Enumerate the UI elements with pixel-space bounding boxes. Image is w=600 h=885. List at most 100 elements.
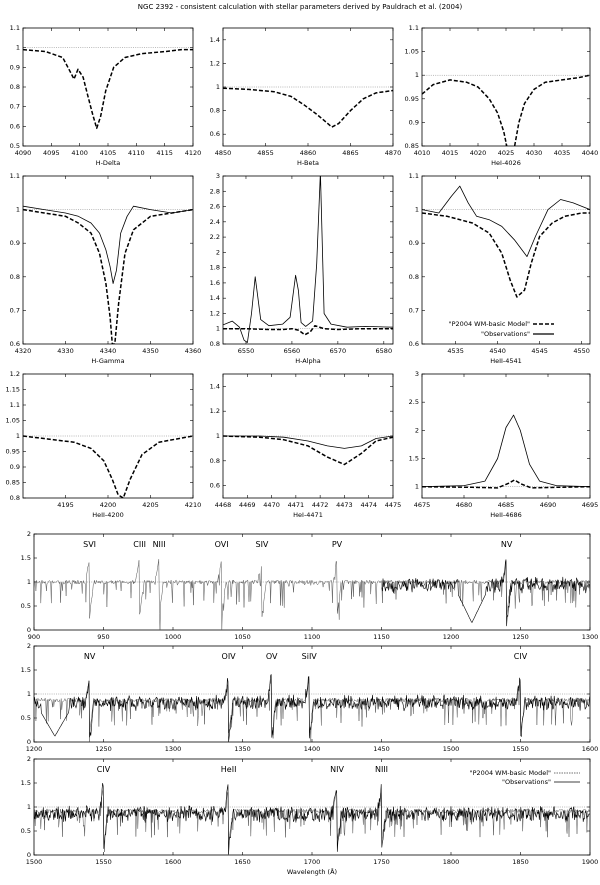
y-tick-label: 0.5	[21, 602, 31, 610]
y-tick-label: 1.4	[210, 36, 220, 44]
y-tick-label: 0.95	[405, 95, 419, 103]
spectrum-panel-2: 0.6 0.8 1 1.2 1.4 4850 4855 4860 4865 4870 H-Beta	[210, 27, 401, 167]
x-tick-label: 1000	[165, 633, 182, 641]
x-tick-label: 4120	[185, 149, 202, 157]
plot-frame	[22, 373, 194, 499]
line-id-label: NV	[501, 540, 513, 549]
line-id-label: SVI	[83, 540, 96, 549]
x-tick-label: 1900	[582, 858, 599, 866]
observation-line	[223, 176, 393, 343]
x-tick-label: 4540	[489, 347, 506, 355]
y-tick-label: 0.6	[10, 340, 20, 348]
y-tick-label: 1.1	[10, 401, 20, 409]
x-tick-label: 4865	[342, 149, 359, 157]
y-tick-label: 0.5	[21, 714, 31, 722]
y-tick-label: 3	[415, 370, 419, 378]
y-tick-label: 0.5	[10, 142, 20, 150]
y-tick-label: 1.5	[21, 779, 31, 787]
observation-line	[34, 674, 590, 742]
legend-obs-label: "Observations"	[481, 330, 530, 338]
x-tick-label: 4360	[185, 347, 202, 355]
y-tick-label: 1.2	[210, 309, 220, 317]
spectrum-panel-8: 0.6 0.8 1 1.2 1.4 4468 4469 4470 4471 4472 4473 447…	[210, 373, 401, 519]
legend-obs-label-uv: "Observations"	[502, 778, 551, 786]
y-tick-label: 1.1	[10, 24, 20, 32]
y-tick-label: 0.9	[10, 463, 20, 471]
y-tick-label: 1	[16, 432, 20, 440]
line-id-label: CIV	[97, 765, 111, 774]
y-tick-label: 1.5	[21, 666, 31, 674]
x-tick-label: 4100	[71, 149, 88, 157]
x-tick-label: 4040	[582, 149, 599, 157]
x-tick-label: 4115	[156, 149, 173, 157]
x-tick-label: 1100	[304, 633, 321, 641]
model-line	[23, 435, 193, 498]
y-tick-label: 1.1	[10, 172, 20, 180]
spectrum-panel-11: 0 0.5 1 1.5 2 1200 1250 1300 1350 1400 1450 1500 155…	[21, 642, 599, 753]
x-axis-label: HeI-4026	[491, 159, 521, 167]
x-tick-label: 900	[28, 633, 40, 641]
x-tick-label: 950	[97, 633, 109, 641]
y-tick-label: 2.4	[210, 218, 220, 226]
y-tick-label: 1	[415, 206, 419, 214]
legend-model-label: "P2004 WM-basic Model"	[449, 320, 530, 328]
legend-panel-6: "P2004 WM-basic Model" "Observations"	[449, 320, 554, 338]
x-tick-label: 4330	[57, 347, 74, 355]
x-tick-label: 4545	[531, 347, 548, 355]
x-tick-label: 1250	[512, 633, 529, 641]
plot-frame	[421, 175, 591, 345]
model-line	[34, 559, 590, 630]
model-line	[422, 74, 590, 146]
y-tick-label: 0.9	[409, 239, 419, 247]
y-tick-label: 1.8	[210, 264, 220, 272]
y-tick-label: 0	[27, 626, 31, 634]
x-tick-label: 4195	[57, 501, 74, 509]
y-tick-label: 1	[27, 690, 31, 698]
x-tick-label: 4095	[43, 149, 60, 157]
x-tick-label: 4675	[414, 501, 431, 509]
x-tick-label: 4474	[360, 501, 377, 509]
y-tick-label: 1.5	[409, 455, 419, 463]
x-tick-label: 4471	[288, 501, 305, 509]
spectrum-panel-3: 0.85 0.9 0.95 1 1.05 1.1 4010 4015 4020 4025 4030 4…	[405, 24, 599, 167]
y-tick-label: 0.8	[10, 273, 20, 281]
x-tick-label: 1550	[95, 858, 112, 866]
legend-panel-12: "P2004 WM-basic Model" "Observations"	[470, 769, 580, 786]
y-tick-label: 0.7	[409, 306, 419, 314]
x-axis-label: HeI-4471	[293, 511, 323, 519]
y-tick-label: 0	[27, 738, 31, 746]
x-tick-label: 4015	[442, 149, 459, 157]
x-tick-label: 4110	[128, 149, 145, 157]
y-tick-label: 1.05	[405, 48, 419, 56]
spectrum-panel-10: 0 0.5 1 1.5 2 900 950 1000 1050 1100 1150 1200 1250 1…	[21, 530, 599, 641]
plot-frame	[421, 27, 591, 147]
y-tick-label: 2	[27, 530, 31, 538]
y-tick-label: 1.1	[409, 172, 419, 180]
x-axis-label: HeII-4541	[490, 357, 522, 365]
y-tick-label: 0.9	[10, 239, 20, 247]
x-tick-label: 1050	[234, 633, 251, 641]
plot-frame	[222, 175, 394, 345]
line-id-label: CIII	[133, 540, 146, 549]
observation-line	[23, 205, 193, 284]
y-tick-label: 1.5	[21, 554, 31, 562]
x-tick-label: 1350	[234, 745, 251, 753]
y-tick-label: 0.8	[210, 457, 220, 465]
x-tick-label: 4850	[215, 149, 232, 157]
observation-line	[422, 185, 590, 257]
y-tick-label: 0.6	[10, 122, 20, 130]
spectrum-panel-9: 1 1.5 2 2.5 3 4675 4680 4685 4690 4695 HeII-4686	[409, 370, 599, 519]
x-axis-label: H-Alpha	[295, 357, 321, 365]
x-tick-label: 4320	[15, 347, 32, 355]
x-tick-label: 1800	[443, 858, 460, 866]
x-axis-label: H-Beta	[297, 159, 319, 167]
y-tick-label: 0.7	[10, 306, 20, 314]
x-tick-label: 1600	[165, 858, 182, 866]
legend-model-label-uv: "P2004 WM-basic Model"	[470, 769, 551, 777]
model-line	[223, 87, 393, 128]
x-tick-label: 1250	[95, 745, 112, 753]
line-id-label: CIV	[514, 652, 528, 661]
observation-line	[422, 414, 590, 488]
x-tick-label: 4680	[456, 501, 473, 509]
x-tick-label: 4210	[185, 501, 202, 509]
